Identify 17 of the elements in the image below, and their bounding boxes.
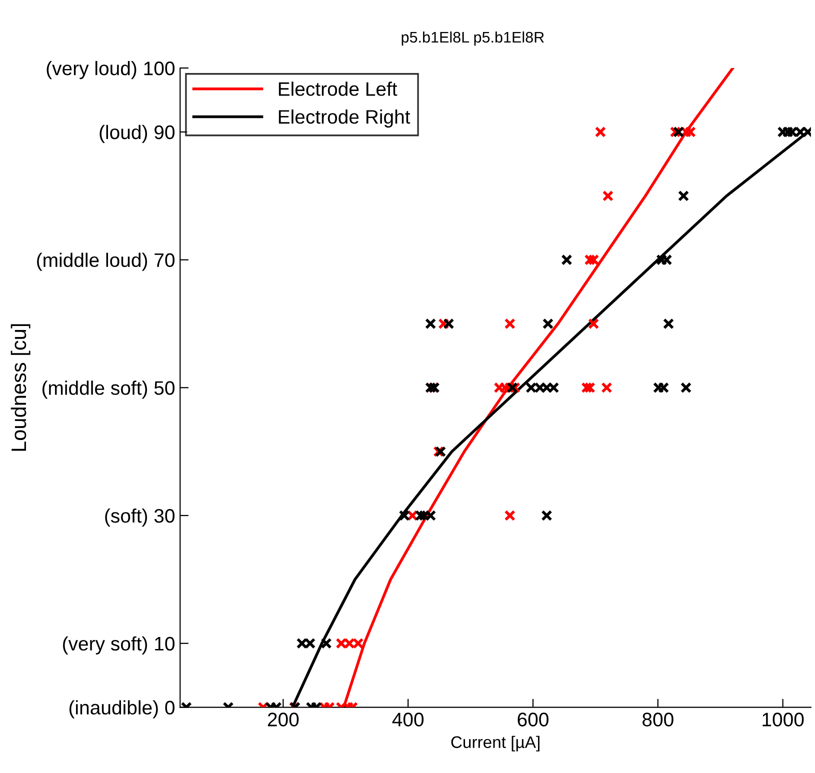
x-tick-label: 800 [642,712,674,726]
x-tick-label: 1000 [762,712,804,726]
x-axis-title: Current [µA] [451,736,540,752]
chart-title: p5.b1El8L p5.b1El8R [402,31,544,46]
y-tick-label: (inaudible) 0 [69,700,174,718]
y-tick-label: (loud) 90 [100,124,174,144]
x-tick-label: 600 [518,712,548,726]
y-axis-title: Loudness [cu] [10,324,30,451]
x-tick-label: 400 [392,712,424,726]
y-tick-label: (middle soft) 50 [42,380,175,399]
y-tick-label: (very soft) 10 [63,636,174,654]
y-tick-label: (soft) 30 [105,508,174,527]
legend-label: Electrode Left [278,82,398,96]
y-tick-label: (very loud) 100 [46,60,175,80]
x-tick-label: 200 [268,712,299,726]
legend-label: Electrode Right [278,109,410,128]
y-tick-label: (middle loud) 70 [37,252,175,271]
